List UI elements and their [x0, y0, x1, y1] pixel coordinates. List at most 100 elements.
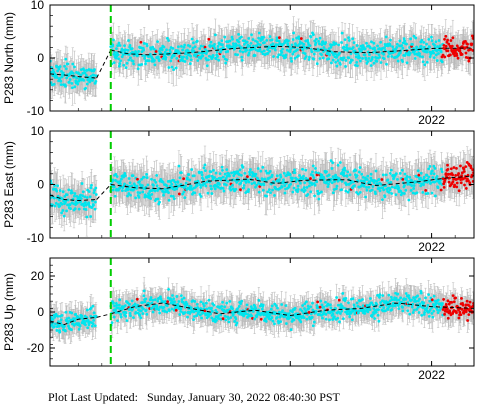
data-point [433, 44, 436, 47]
y-tick-label: 10 [31, 0, 45, 12]
data-point [344, 38, 347, 41]
data-point [373, 47, 376, 50]
data-point [345, 59, 348, 62]
data-point [394, 50, 397, 53]
data-point [60, 83, 63, 86]
data-point [226, 50, 229, 53]
data-layer [49, 17, 475, 106]
data-point [372, 42, 375, 45]
data-point [368, 53, 371, 56]
data-point [447, 49, 450, 52]
data-point [358, 56, 361, 59]
data-point [308, 58, 311, 61]
data-point [118, 62, 121, 65]
data-point [382, 53, 385, 56]
data-point [263, 41, 266, 44]
data-point [316, 62, 319, 65]
data-point [245, 49, 248, 52]
data-point [126, 62, 129, 65]
data-point [292, 38, 295, 41]
data-point [85, 74, 88, 77]
data-point [461, 53, 464, 56]
data-point [379, 41, 382, 44]
data-point [137, 50, 140, 53]
data-point [143, 57, 146, 60]
data-point [68, 81, 71, 84]
data-point [291, 43, 294, 46]
data-point [425, 43, 428, 46]
data-point [422, 60, 425, 63]
data-point [196, 40, 199, 43]
data-point [322, 57, 325, 60]
data-point [363, 54, 366, 57]
data-point [341, 32, 344, 35]
data-point [304, 52, 307, 55]
data-point [165, 56, 168, 59]
y-tick-label: 0 [37, 51, 44, 65]
data-point [443, 38, 446, 41]
data-point [213, 47, 216, 50]
data-point [140, 63, 143, 66]
data-point [315, 38, 318, 41]
data-point [86, 83, 89, 86]
data-point [239, 50, 242, 53]
data-point [194, 45, 197, 48]
data-point [338, 52, 341, 55]
data-point [207, 38, 210, 41]
data-point [298, 43, 301, 46]
data-point [339, 63, 342, 66]
data-point [315, 41, 318, 44]
data-point [262, 36, 265, 39]
data-point [177, 45, 180, 48]
data-point [112, 38, 115, 41]
data-point [455, 54, 458, 57]
data-point [64, 58, 67, 61]
data-point [146, 44, 149, 47]
data-point [119, 59, 122, 62]
data-point [183, 44, 186, 47]
data-point [370, 64, 373, 67]
data-point [347, 36, 350, 39]
data-point [302, 48, 305, 51]
data-point [376, 45, 379, 48]
data-point [414, 37, 417, 40]
data-point [190, 58, 193, 61]
data-point [58, 68, 61, 71]
data-point [223, 36, 226, 39]
data-point [258, 32, 261, 35]
data-point [444, 35, 447, 38]
data-point [335, 42, 338, 45]
data-point [358, 47, 361, 50]
data-point [124, 48, 127, 51]
data-point [158, 59, 161, 62]
data-point [220, 39, 223, 42]
data-point [401, 47, 404, 50]
data-point [439, 44, 442, 47]
data-point [334, 61, 337, 64]
data-point [123, 44, 126, 47]
data-point [269, 35, 272, 38]
data-point [167, 66, 170, 69]
data-point [172, 68, 175, 71]
data-point [259, 48, 262, 51]
data-point [360, 48, 363, 51]
data-point [247, 37, 250, 40]
data-point [272, 42, 275, 45]
data-point [320, 53, 323, 56]
data-point [180, 45, 183, 48]
data-point [69, 78, 72, 81]
data-point [241, 59, 244, 62]
data-point [364, 47, 367, 50]
data-point [143, 42, 146, 45]
data-point [352, 46, 355, 49]
data-point [457, 57, 460, 60]
data-point [312, 33, 315, 36]
data-point [451, 45, 454, 48]
data-point [248, 52, 251, 55]
data-point [348, 39, 351, 42]
data-point [332, 59, 335, 62]
data-point [129, 56, 132, 59]
data-point [400, 44, 403, 47]
